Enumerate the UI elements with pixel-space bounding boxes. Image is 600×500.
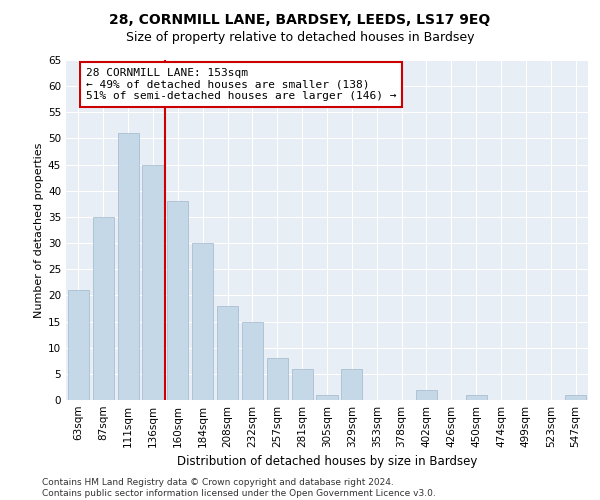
Text: 28 CORNMILL LANE: 153sqm
← 49% of detached houses are smaller (138)
51% of semi-: 28 CORNMILL LANE: 153sqm ← 49% of detach… <box>86 68 397 101</box>
Bar <box>118 133 139 400</box>
Text: Contains HM Land Registry data © Crown copyright and database right 2024.
Contai: Contains HM Land Registry data © Crown c… <box>42 478 436 498</box>
Y-axis label: Number of detached properties: Number of detached properties <box>34 142 44 318</box>
Bar <box>466 395 487 400</box>
Bar <box>565 395 586 400</box>
Bar <box>93 217 114 400</box>
Bar <box>292 368 313 400</box>
Bar <box>267 358 288 400</box>
Bar <box>341 368 362 400</box>
Bar <box>142 164 164 400</box>
X-axis label: Distribution of detached houses by size in Bardsey: Distribution of detached houses by size … <box>177 456 477 468</box>
Bar <box>192 243 213 400</box>
Bar <box>416 390 437 400</box>
Bar <box>167 201 188 400</box>
Text: Size of property relative to detached houses in Bardsey: Size of property relative to detached ho… <box>126 31 474 44</box>
Bar <box>242 322 263 400</box>
Text: 28, CORNMILL LANE, BARDSEY, LEEDS, LS17 9EQ: 28, CORNMILL LANE, BARDSEY, LEEDS, LS17 … <box>109 12 491 26</box>
Bar <box>316 395 338 400</box>
Bar <box>217 306 238 400</box>
Bar <box>68 290 89 400</box>
